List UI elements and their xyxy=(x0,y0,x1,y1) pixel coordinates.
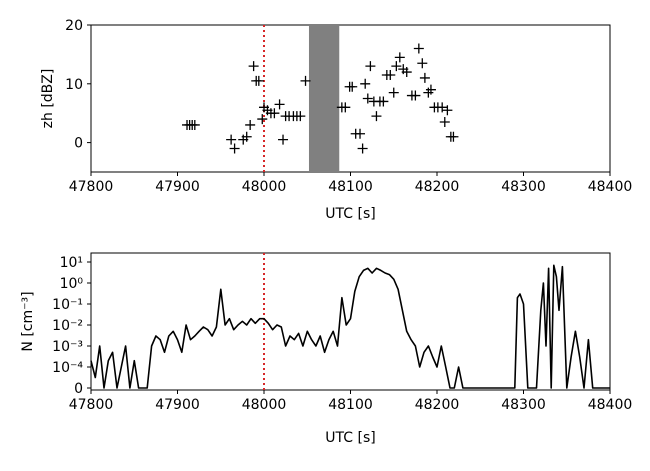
concentration-y-axis-label: N [cm⁻³] xyxy=(20,291,36,351)
concentration-x-axis-label: UTC [s] xyxy=(325,430,375,446)
data-point xyxy=(401,67,412,78)
data-point xyxy=(360,78,371,89)
data-point xyxy=(278,134,289,145)
x-tick-label: 47800 xyxy=(69,179,114,195)
y-tick-label: 10⁻⁴ xyxy=(52,360,83,376)
x-tick-label: 48000 xyxy=(242,179,287,195)
concentration-panel: 47800 47900 48000 48100 48200 48300 48400 0 10⁻… xyxy=(20,252,633,446)
concentration-x-ticks: 47800 47900 48000 48100 48200 48300 48400 xyxy=(69,390,633,413)
data-point xyxy=(269,108,280,119)
data-point xyxy=(274,99,285,110)
x-tick-label: 48300 xyxy=(501,397,546,413)
y-tick-label: 20 xyxy=(65,18,83,34)
data-point xyxy=(241,131,252,142)
concentration-plot-area xyxy=(90,252,611,391)
x-tick-label: 47900 xyxy=(155,397,200,413)
data-point xyxy=(300,75,311,86)
data-point xyxy=(189,119,200,130)
data-point xyxy=(245,119,256,130)
concentration-y-ticks: 0 10⁻⁴ 10⁻³ 10⁻² 10⁻¹ 10⁰ 10¹ xyxy=(52,255,91,397)
data-point xyxy=(355,128,366,139)
data-point xyxy=(378,96,389,107)
data-point xyxy=(385,69,396,80)
zh-marks xyxy=(182,25,459,172)
zh-x-ticks: 47800 47900 48000 48100 48200 48300 48400 xyxy=(69,172,633,195)
zh-plot-area xyxy=(90,24,611,173)
data-point xyxy=(419,72,430,83)
x-tick-label: 47800 xyxy=(69,397,114,413)
data-point xyxy=(340,102,351,113)
data-point xyxy=(417,58,428,69)
x-tick-label: 48200 xyxy=(415,179,460,195)
x-tick-label: 48100 xyxy=(328,397,373,413)
data-point xyxy=(365,61,376,72)
data-point xyxy=(410,90,421,101)
data-point xyxy=(448,131,459,142)
data-point xyxy=(425,84,436,95)
x-tick-label: 48200 xyxy=(415,397,460,413)
zh-x-axis-label: UTC [s] xyxy=(325,206,375,222)
data-point xyxy=(248,61,259,72)
data-point xyxy=(413,43,424,54)
y-tick-label: 10⁻² xyxy=(52,318,83,334)
data-point xyxy=(357,143,368,154)
y-tick-label: 10 xyxy=(65,77,83,93)
x-tick-label: 48400 xyxy=(588,397,633,413)
shaded-gap xyxy=(308,25,340,172)
data-point xyxy=(226,134,237,145)
data-point xyxy=(347,81,358,92)
y-tick-label: 10¹ xyxy=(60,255,83,271)
data-point xyxy=(371,111,382,122)
data-point xyxy=(388,87,399,98)
data-point xyxy=(391,61,402,72)
x-tick-label: 47900 xyxy=(155,179,200,195)
zh-y-ticks: 0 10 20 xyxy=(65,18,91,152)
data-point xyxy=(257,114,268,125)
data-point xyxy=(229,143,240,154)
zh-y-axis-label: zh [dBZ] xyxy=(40,69,56,129)
x-tick-label: 48100 xyxy=(328,179,373,195)
x-tick-label: 48000 xyxy=(242,397,287,413)
zh-panel: 47800 47900 48000 48100 48200 48300 48400 0 10 2… xyxy=(40,18,632,222)
data-point xyxy=(394,52,405,63)
data-point xyxy=(253,75,264,86)
y-tick-label: 10⁻¹ xyxy=(52,297,83,313)
y-tick-label: 0 xyxy=(74,136,83,152)
data-point xyxy=(442,105,453,116)
data-point xyxy=(437,102,448,113)
x-tick-label: 48300 xyxy=(501,179,546,195)
y-tick-label: 10⁰ xyxy=(60,276,84,292)
y-tick-label: 0 xyxy=(74,381,83,397)
y-tick-label: 10⁻³ xyxy=(52,339,83,355)
concentration-marks xyxy=(90,253,610,390)
x-tick-label: 48400 xyxy=(588,179,633,195)
data-point xyxy=(295,111,306,122)
data-point xyxy=(362,93,373,104)
concentration-line xyxy=(90,264,610,389)
data-point xyxy=(439,117,450,128)
